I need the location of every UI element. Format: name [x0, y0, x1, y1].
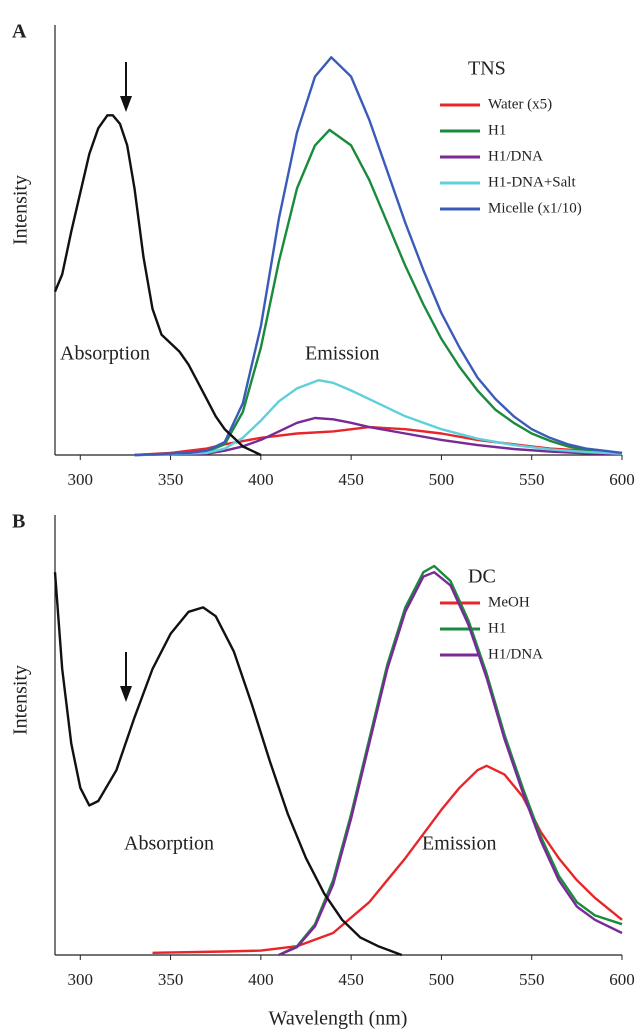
curve	[278, 571, 623, 957]
curve	[134, 128, 623, 457]
legend-label: H1	[488, 122, 506, 138]
legend-label: Water (x5)	[488, 96, 552, 112]
annotation: Absorption	[60, 343, 150, 365]
curve	[134, 56, 623, 457]
curve	[53, 572, 403, 957]
x-axis-label: Wavelength (nm)	[269, 1008, 408, 1030]
x-tick-label: 550	[519, 970, 545, 989]
x-tick-label: 400	[248, 970, 274, 989]
x-tick-label: 600	[609, 970, 635, 989]
x-tick-label: 350	[158, 470, 184, 489]
legend-label: H1-DNA+Salt	[488, 174, 576, 190]
legend-label: H1/DNA	[488, 646, 543, 662]
x-tick-label: 500	[429, 970, 455, 989]
y-axis-label: Intensity	[10, 665, 32, 735]
curve	[134, 416, 623, 457]
annotation: Absorption	[124, 833, 214, 855]
panel-label: B	[12, 511, 25, 533]
x-tick-label: 450	[338, 470, 364, 489]
x-tick-label: 500	[429, 470, 455, 489]
curve	[134, 379, 623, 457]
legend-title: TNS	[468, 58, 506, 80]
x-tick-label: 450	[338, 970, 364, 989]
curve	[152, 764, 623, 954]
legend-label: H1/DNA	[488, 148, 543, 164]
legend-label: Micelle (x1/10)	[488, 200, 582, 216]
y-axis-label: Intensity	[10, 175, 32, 245]
legend-label: MeOH	[488, 594, 530, 610]
annotation: Emission	[422, 833, 496, 855]
x-tick-label: 300	[68, 970, 94, 989]
legend-label: H1	[488, 620, 506, 636]
arrow	[120, 62, 132, 702]
panel-label: A	[12, 21, 27, 43]
annotation: Emission	[305, 343, 379, 365]
x-tick-label: 400	[248, 470, 274, 489]
x-tick-label: 350	[158, 970, 184, 989]
curve	[53, 114, 262, 457]
legend-title: DC	[468, 566, 496, 588]
x-tick-label: 550	[519, 470, 545, 489]
x-tick-label: 600	[609, 470, 635, 489]
x-tick-label: 300	[68, 470, 94, 489]
